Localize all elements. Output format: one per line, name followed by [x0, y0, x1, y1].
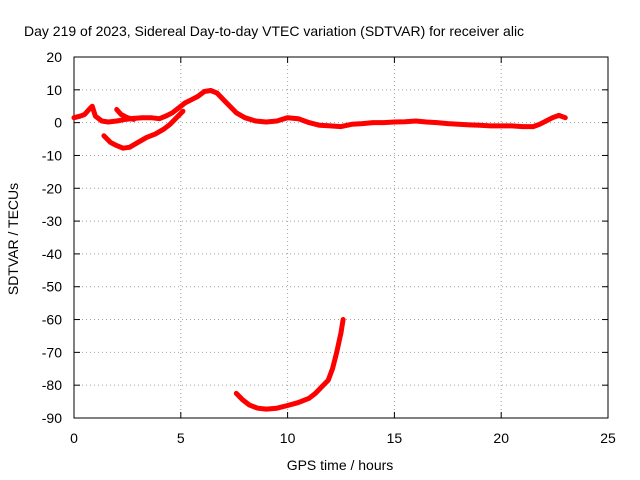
data-series	[71, 88, 568, 412]
x-tick-label: 15	[387, 430, 403, 446]
plot-frame	[73, 56, 609, 419]
chart-title: Day 219 of 2023, Sidereal Day-to-day VTE…	[24, 23, 524, 39]
x-tick-label: 0	[70, 430, 78, 446]
y-tick-label: 0	[54, 115, 62, 131]
series-line-lower-branch	[101, 108, 186, 151]
y-tick-label: -40	[42, 246, 62, 262]
x-tick-label: 20	[493, 430, 509, 446]
y-tick-label: -90	[42, 410, 62, 426]
y-tick-label: -20	[42, 180, 62, 196]
y-tick-label: -10	[42, 147, 62, 163]
series-line-short-branch	[114, 107, 137, 122]
y-tick-label: -80	[42, 377, 62, 393]
series-line-main-trace	[71, 88, 568, 130]
x-axis-label: GPS time / hours	[287, 457, 394, 473]
x-tick-label: 10	[280, 430, 296, 446]
y-tick-label: -50	[42, 279, 62, 295]
y-tick-label: -60	[42, 312, 62, 328]
y-tick-label: 10	[46, 82, 62, 98]
axis-ticks: 0 5 10 15 20 25 20 10 0 -10 -20 -30 -40 -50 -60 -70 -80 -…	[42, 49, 616, 446]
series-line-deep-arc	[233, 317, 346, 412]
y-tick-label: 20	[46, 49, 62, 65]
y-tick-label: -70	[42, 344, 62, 360]
grid	[74, 57, 608, 418]
x-tick-label: 25	[600, 430, 616, 446]
y-tick-label: -30	[42, 213, 62, 229]
x-tick-label: 5	[177, 430, 185, 446]
y-axis-label: SDTVAR / TECUs	[5, 183, 21, 295]
